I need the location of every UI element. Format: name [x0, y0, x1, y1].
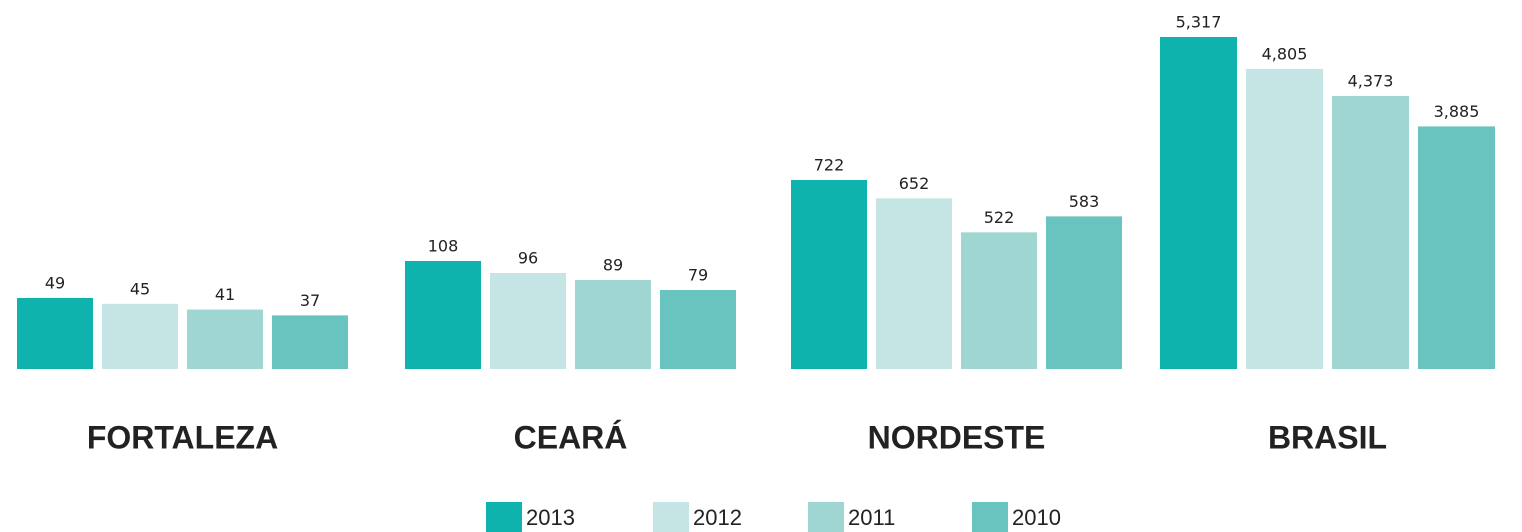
value-label: 722	[814, 156, 845, 175]
bar	[1046, 216, 1122, 369]
bar	[961, 232, 1037, 369]
legend-label: 2012	[693, 505, 742, 530]
legend-swatch	[972, 502, 1008, 532]
value-label: 4,805	[1262, 44, 1308, 63]
bar	[405, 261, 481, 369]
value-label: 41	[215, 285, 235, 304]
value-label: 37	[300, 291, 320, 310]
bar	[102, 303, 178, 369]
bar	[660, 290, 736, 369]
bar	[575, 280, 651, 369]
bar	[17, 298, 93, 369]
bar	[187, 309, 263, 369]
legend-label: 2010	[1012, 505, 1061, 530]
bar	[1246, 68, 1323, 369]
bar	[1418, 126, 1495, 369]
value-label: 5,317	[1176, 13, 1222, 32]
category-label: CEARÁ	[514, 419, 628, 455]
legend-label: 2013	[526, 505, 575, 530]
legend-label: 2011	[848, 505, 895, 530]
value-label: 45	[130, 279, 150, 298]
bar	[1332, 95, 1409, 369]
category-label: FORTALEZA	[87, 419, 278, 455]
value-label: 522	[984, 208, 1015, 227]
legend-swatch	[653, 502, 689, 532]
category-label: BRASIL	[1268, 419, 1387, 455]
value-label: 583	[1069, 192, 1100, 211]
value-label: 89	[603, 256, 623, 275]
category-label: NORDESTE	[868, 419, 1046, 455]
value-label: 3,885	[1434, 102, 1480, 121]
value-label: 652	[899, 174, 930, 193]
bar	[272, 315, 348, 369]
value-label: 79	[688, 266, 708, 285]
bar	[791, 180, 867, 369]
bar	[490, 273, 566, 369]
value-label: 4,373	[1348, 71, 1394, 90]
legend-swatch	[486, 502, 522, 532]
legend-swatch	[808, 502, 844, 532]
bar	[876, 198, 952, 369]
value-label: 49	[45, 274, 65, 293]
value-label: 96	[518, 249, 538, 268]
value-label: 108	[428, 237, 459, 256]
bar	[1160, 37, 1237, 369]
